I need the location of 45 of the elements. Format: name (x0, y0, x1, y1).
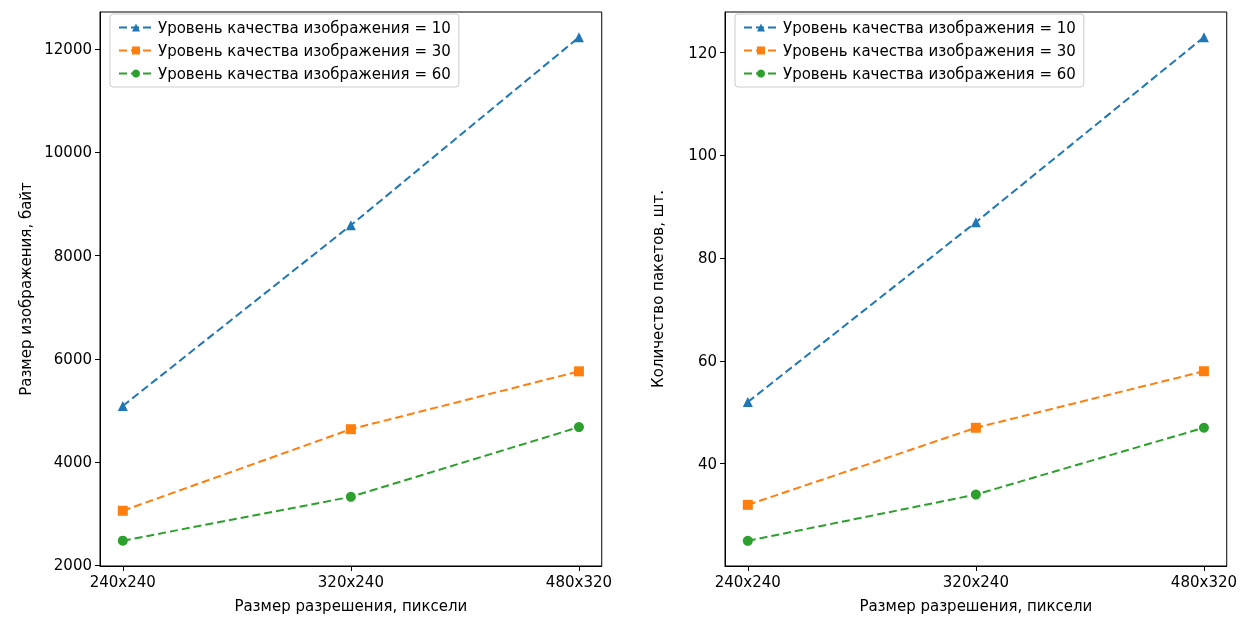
x-tick-label: 320x240 (317, 572, 384, 591)
x-axis-title: Размер разрешения, пиксели (859, 596, 1093, 615)
y-axis-title: Количество пакетов, шт. (648, 190, 667, 388)
x-tick-label: 480x320 (545, 572, 612, 591)
x-tick-label: 240x240 (89, 572, 156, 591)
legend-label: Уровень качества изображения = 10 (783, 18, 1076, 37)
y-tick-label: 80 (697, 249, 717, 268)
y-tick-label: 6000 (53, 349, 92, 368)
point (117, 505, 128, 516)
y-tick-label: 4000 (53, 453, 92, 472)
point (1198, 366, 1209, 377)
y-tick-label: 100 (688, 146, 717, 165)
point (573, 366, 584, 377)
legend-label: Уровень качества изображения = 60 (158, 64, 451, 83)
y-tick-label: 2000 (53, 556, 92, 575)
y-tick-label: 12000 (44, 40, 92, 59)
y-tick-label: 8000 (53, 246, 92, 265)
legend-label: Уровень качества изображения = 10 (158, 18, 451, 37)
point (1198, 32, 1209, 43)
y-tick-label: 40 (697, 454, 717, 473)
point (742, 397, 753, 408)
legend-label: Уровень качества изображения = 30 (783, 41, 1076, 60)
point (742, 499, 753, 510)
legend-label: Уровень качества изображения = 60 (783, 64, 1076, 83)
point (573, 422, 584, 433)
point (573, 32, 584, 43)
point (345, 220, 356, 231)
point (970, 217, 981, 228)
point (345, 491, 356, 502)
y-axis-title: Размер изображения, байт (16, 181, 35, 396)
point (742, 535, 753, 546)
y-tick-label: 10000 (44, 143, 92, 162)
point (1198, 422, 1209, 433)
x-tick-label: 320x240 (942, 572, 1009, 591)
legend-label: Уровень качества изображения = 30 (158, 41, 451, 60)
point (117, 535, 128, 546)
x-tick-label: 240x240 (714, 572, 781, 591)
point (117, 400, 128, 411)
x-tick-label: 480x320 (1170, 572, 1237, 591)
y-tick-label: 120 (688, 43, 717, 62)
point (970, 422, 981, 433)
point (970, 489, 981, 500)
x-axis-title: Размер разрешения, пиксели (234, 596, 468, 615)
y-tick-label: 60 (697, 351, 717, 370)
point (345, 424, 356, 435)
